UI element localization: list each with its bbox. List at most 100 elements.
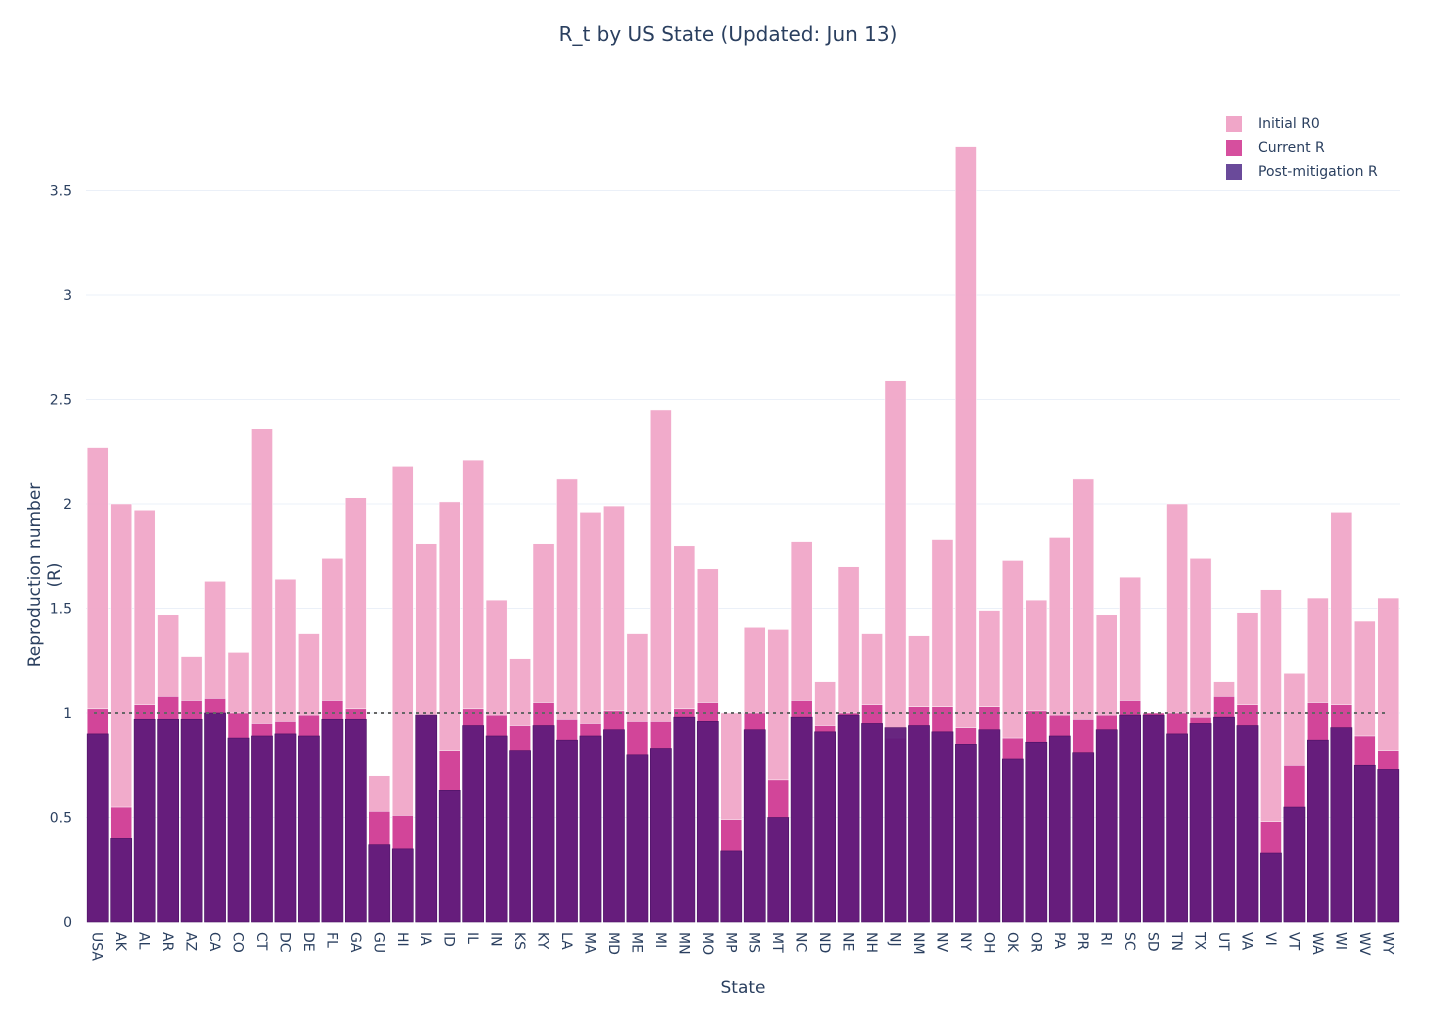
x-tick-label: RI bbox=[1098, 932, 1114, 946]
x-tick-label: NE bbox=[840, 932, 856, 951]
bar-post-mitigation-r-nm[interactable] bbox=[908, 725, 930, 923]
bar-post-mitigation-r-wa[interactable] bbox=[1307, 739, 1329, 923]
x-tick-label: VT bbox=[1285, 932, 1301, 951]
bar-post-mitigation-r-va[interactable] bbox=[1236, 725, 1259, 923]
x-tick-label: AZ bbox=[183, 932, 199, 951]
x-tick-label: CO bbox=[230, 932, 246, 953]
bar-post-mitigation-r-tx[interactable] bbox=[1189, 723, 1212, 923]
x-tick-label: MI bbox=[652, 932, 668, 948]
x-tick-label: UT bbox=[1215, 932, 1231, 951]
x-tick-label: SD bbox=[1145, 932, 1161, 952]
bar-post-mitigation-r-mo[interactable] bbox=[696, 721, 719, 923]
x-tick-label: MS bbox=[746, 932, 762, 953]
bar-post-mitigation-r-mi[interactable] bbox=[650, 748, 672, 923]
bar-post-mitigation-r-al[interactable] bbox=[133, 718, 156, 923]
legend: Initial R0 Current R Post-mitigation R bbox=[1226, 112, 1378, 184]
y-tick-label: 0 bbox=[63, 915, 72, 931]
bar-post-mitigation-r-ut[interactable] bbox=[1213, 716, 1235, 923]
bar-post-mitigation-r-id[interactable] bbox=[438, 790, 461, 923]
bar-post-mitigation-r-ma[interactable] bbox=[579, 735, 602, 923]
x-tick-label: WY bbox=[1379, 932, 1395, 955]
x-tick-label: MA bbox=[581, 932, 597, 954]
legend-item-initial-r0[interactable]: Initial R0 bbox=[1226, 112, 1378, 136]
bar-post-mitigation-r-hi[interactable] bbox=[391, 848, 414, 923]
bar-post-mitigation-r-oh[interactable] bbox=[978, 729, 1001, 923]
bar-post-mitigation-r-ct[interactable] bbox=[251, 735, 273, 923]
bar-post-mitigation-r-sd[interactable] bbox=[1142, 714, 1165, 923]
x-tick-label: AL bbox=[136, 932, 152, 950]
bar-post-mitigation-r-in[interactable] bbox=[485, 735, 508, 923]
x-tick-label: NV bbox=[933, 932, 949, 952]
x-tick-label: CA bbox=[206, 932, 222, 952]
bar-post-mitigation-r-ks[interactable] bbox=[509, 750, 531, 923]
bar-post-mitigation-r-wi[interactable] bbox=[1330, 727, 1353, 923]
bar-post-mitigation-r-vi[interactable] bbox=[1260, 852, 1282, 923]
bar-post-mitigation-r-pa[interactable] bbox=[1048, 735, 1071, 923]
bar-post-mitigation-r-md[interactable] bbox=[603, 729, 625, 923]
bar-post-mitigation-r-ia[interactable] bbox=[415, 714, 438, 923]
x-tick-label: WI bbox=[1332, 932, 1348, 950]
legend-swatch bbox=[1226, 140, 1242, 156]
bar-post-mitigation-r-co[interactable] bbox=[227, 737, 250, 923]
bar-post-mitigation-r-ri[interactable] bbox=[1095, 729, 1118, 923]
legend-swatch bbox=[1226, 116, 1242, 132]
bar-post-mitigation-r-ca[interactable] bbox=[204, 712, 226, 923]
bar-post-mitigation-r-vt[interactable] bbox=[1283, 806, 1306, 923]
x-tick-label: TX bbox=[1192, 931, 1208, 951]
legend-item-post-mitigation-r[interactable]: Post-mitigation R bbox=[1226, 160, 1378, 184]
bar-post-mitigation-r-mn[interactable] bbox=[673, 716, 696, 923]
bar-post-mitigation-r-ok[interactable] bbox=[1001, 758, 1024, 923]
bar-post-mitigation-r-nh[interactable] bbox=[861, 723, 883, 923]
bar-post-mitigation-r-ne[interactable] bbox=[837, 714, 860, 923]
bar-post-mitigation-r-ga[interactable] bbox=[344, 718, 367, 923]
bar-post-mitigation-r-ny[interactable] bbox=[955, 744, 977, 923]
x-tick-label: NJ bbox=[887, 932, 903, 947]
bar-post-mitigation-r-ky[interactable] bbox=[532, 725, 555, 923]
x-tick-label: KY bbox=[535, 932, 551, 950]
bar-post-mitigation-r-ak[interactable] bbox=[110, 838, 133, 923]
x-tick-label: NH bbox=[863, 932, 879, 953]
y-tick-label: 1 bbox=[63, 706, 72, 722]
x-tick-label: IL bbox=[464, 932, 480, 944]
x-tick-label: USA bbox=[89, 932, 105, 961]
bar-post-mitigation-r-fl[interactable] bbox=[321, 718, 344, 923]
chart-title: R_t by US State (Updated: Jun 13) bbox=[558, 22, 898, 46]
bar-post-mitigation-r-la[interactable] bbox=[556, 739, 578, 923]
bar-post-mitigation-r-nd[interactable] bbox=[814, 731, 836, 923]
bar-post-mitigation-r-usa[interactable] bbox=[86, 733, 109, 923]
bar-post-mitigation-r-nc[interactable] bbox=[790, 716, 813, 923]
bar-post-mitigation-r-wy[interactable] bbox=[1377, 769, 1400, 923]
x-tick-label: MP bbox=[722, 932, 738, 953]
bar-post-mitigation-r-nj[interactable] bbox=[884, 727, 907, 923]
bar-post-mitigation-r-pr[interactable] bbox=[1072, 752, 1095, 923]
legend-label: Current R bbox=[1258, 140, 1325, 156]
bar-post-mitigation-r-sc[interactable] bbox=[1119, 714, 1142, 923]
x-tick-label: DE bbox=[300, 932, 316, 952]
bar-post-mitigation-r-il[interactable] bbox=[462, 725, 485, 923]
legend-item-current-r[interactable]: Current R bbox=[1226, 136, 1378, 160]
bar-post-mitigation-r-nv[interactable] bbox=[931, 731, 954, 923]
x-tick-label: NY bbox=[957, 932, 973, 951]
bar-post-mitigation-r-wv[interactable] bbox=[1353, 764, 1376, 923]
bar-post-mitigation-r-mt[interactable] bbox=[767, 817, 790, 923]
bar-post-mitigation-r-tn[interactable] bbox=[1166, 733, 1188, 923]
y-tick-label: 2.5 bbox=[50, 393, 72, 409]
bar-post-mitigation-r-gu[interactable] bbox=[368, 844, 391, 923]
bar-post-mitigation-r-me[interactable] bbox=[626, 754, 649, 923]
x-tick-label: HI bbox=[394, 932, 410, 947]
x-tick-label: ME bbox=[628, 932, 644, 953]
x-tick-label: OR bbox=[1027, 932, 1043, 953]
x-tick-label: TN bbox=[1168, 931, 1184, 951]
x-tick-label: MD bbox=[605, 932, 621, 955]
bar-post-mitigation-r-de[interactable] bbox=[298, 735, 320, 923]
bar-post-mitigation-r-az[interactable] bbox=[180, 718, 203, 923]
y-tick-label: 1.5 bbox=[50, 602, 72, 618]
bar-post-mitigation-r-ar[interactable] bbox=[157, 718, 179, 923]
bar-post-mitigation-r-mp[interactable] bbox=[720, 850, 743, 923]
x-tick-label: WV bbox=[1356, 932, 1372, 956]
bar-post-mitigation-r-or[interactable] bbox=[1025, 741, 1048, 923]
bar-post-mitigation-r-ms[interactable] bbox=[743, 729, 766, 923]
bar-post-mitigation-r-dc[interactable] bbox=[274, 733, 297, 923]
x-tick-label: CT bbox=[253, 932, 269, 951]
